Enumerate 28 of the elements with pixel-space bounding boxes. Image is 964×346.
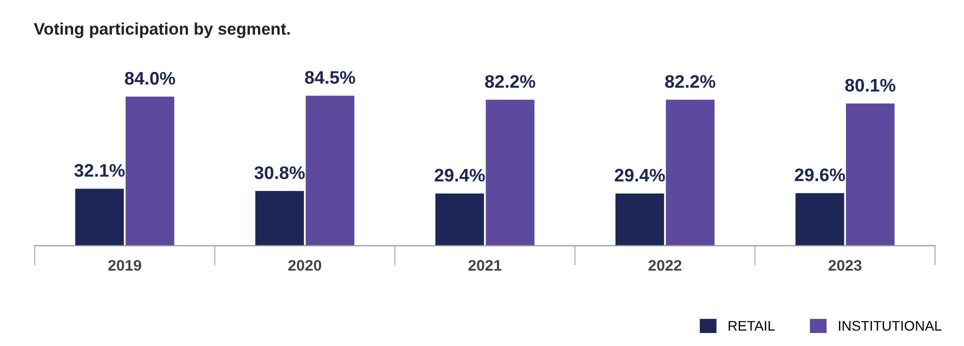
chart-title: Voting participation by segment. xyxy=(34,22,290,38)
bar xyxy=(486,100,534,246)
bar xyxy=(306,96,354,246)
x-tick-label: 2021 xyxy=(468,260,502,271)
bar xyxy=(435,193,484,246)
data-label: 29.6% xyxy=(794,168,845,182)
bar xyxy=(796,193,844,246)
x-tick-label: 2023 xyxy=(828,260,862,271)
bar xyxy=(615,193,664,246)
bar xyxy=(846,104,895,246)
data-label: 82.2% xyxy=(485,75,536,88)
data-label: 84.0% xyxy=(124,72,176,85)
bar xyxy=(666,100,714,246)
x-tick-label: 2019 xyxy=(108,260,142,271)
x-tick-label: 2020 xyxy=(288,260,322,271)
data-label: 80.1% xyxy=(845,78,896,92)
data-label: 29.4% xyxy=(614,168,665,182)
data-label: 29.4% xyxy=(434,168,485,182)
data-label: 30.8% xyxy=(254,166,305,180)
data-label: 84.5% xyxy=(305,71,356,84)
bar xyxy=(75,188,124,246)
bar xyxy=(255,191,304,246)
data-label: 32.1% xyxy=(74,164,125,177)
legend-label: INSTITUTIONAL xyxy=(838,320,942,331)
legend-label: RETAIL xyxy=(728,321,775,331)
data-label: 82.2% xyxy=(665,75,716,88)
bar xyxy=(126,96,174,246)
x-tick-label: 2022 xyxy=(648,260,682,271)
